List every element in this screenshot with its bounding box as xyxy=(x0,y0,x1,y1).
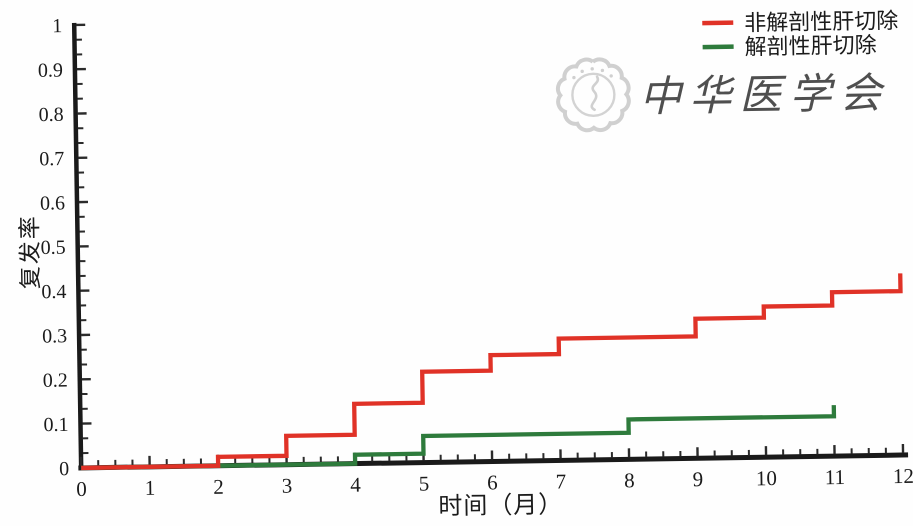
y-tick-label: 0.2 xyxy=(43,370,68,392)
y-axis-title: 复发率 xyxy=(17,214,43,289)
emblem-snake-staff xyxy=(590,75,600,112)
emblem-dot xyxy=(580,69,584,74)
cma-emblem-icon xyxy=(555,57,631,133)
watermark-text: 中华医学会 xyxy=(639,71,890,121)
x-tick-label: 10 xyxy=(756,466,777,490)
y-tick-label: 0.5 xyxy=(41,237,66,259)
y-tick-label: 0.7 xyxy=(39,148,64,170)
y-tick-label: 0.1 xyxy=(43,414,68,436)
legend-label: 非解剖性肝切除 xyxy=(744,8,898,35)
x-tick-label: 3 xyxy=(282,474,293,498)
emblem-dots xyxy=(572,67,613,80)
emblem-dot xyxy=(590,67,594,71)
y-tick-label: 0.4 xyxy=(41,281,66,303)
x-tick-label: 1 xyxy=(145,476,156,500)
y-tick-label: 1 xyxy=(52,15,62,37)
emblem-dot xyxy=(572,75,576,80)
emblem-inner-circle xyxy=(571,72,616,118)
legend-item: 解剖性肝切除 xyxy=(702,32,877,59)
watermark: 中华医学会 xyxy=(555,57,890,133)
y-axis-line xyxy=(71,22,84,470)
series-line-1 xyxy=(81,405,837,471)
x-tick-label: 7 xyxy=(556,469,567,493)
y-tick-label: 0.9 xyxy=(38,59,63,81)
x-tick-label: 2 xyxy=(213,475,224,499)
x-tick-label: 9 xyxy=(692,467,703,491)
y-tick-label: 0 xyxy=(59,458,69,480)
x-tick-label: 6 xyxy=(487,470,498,494)
emblem-dot xyxy=(600,68,605,73)
y-tick-label: 0.8 xyxy=(38,104,63,126)
x-tick-label: 8 xyxy=(624,468,635,492)
series-lines xyxy=(81,273,903,471)
emblem-dot xyxy=(609,74,613,78)
legend-label: 解剖性肝切除 xyxy=(744,32,876,59)
x-tick-label: 0 xyxy=(76,477,87,501)
x-tick-label: 12 xyxy=(893,464,913,488)
x-tick-label: 11 xyxy=(825,465,846,489)
y-tick-label: 0.3 xyxy=(42,325,67,347)
x-tick-label: 4 xyxy=(350,473,361,497)
legend-item: 非解剖性肝切除 xyxy=(702,8,898,35)
x-tick-label: 5 xyxy=(419,471,430,495)
x-axis-title: 时间（月） xyxy=(438,491,563,520)
y-tick-label: 0.6 xyxy=(40,192,65,214)
series-line-0 xyxy=(81,273,903,471)
